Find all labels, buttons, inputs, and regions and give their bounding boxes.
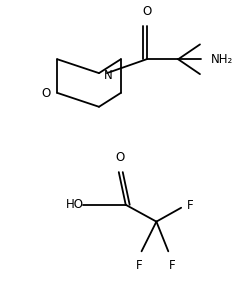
Text: O: O <box>115 151 124 164</box>
Text: HO: HO <box>66 198 84 211</box>
Text: F: F <box>187 199 194 212</box>
Text: O: O <box>142 5 151 18</box>
Text: F: F <box>169 259 176 272</box>
Text: N: N <box>104 69 113 82</box>
Text: F: F <box>136 259 143 272</box>
Text: O: O <box>41 87 50 101</box>
Text: NH₂: NH₂ <box>211 53 233 66</box>
